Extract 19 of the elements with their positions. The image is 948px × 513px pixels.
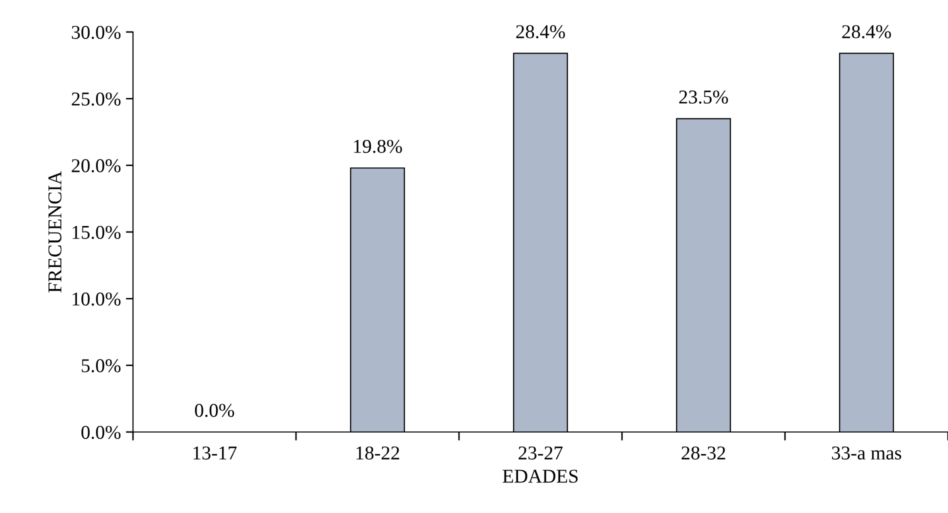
x-tick-label: 33-a mas xyxy=(832,446,902,460)
data-label: 19.8% xyxy=(354,140,402,154)
data-label: 28.4% xyxy=(842,25,891,38)
y-tick-label: 15.0% xyxy=(72,226,121,240)
data-label: 28.4% xyxy=(516,25,565,38)
data-label: 0.0% xyxy=(194,404,234,418)
y-tick-label: 20.0% xyxy=(72,159,121,172)
y-tick-label: 5.0% xyxy=(82,359,121,372)
x-axis-title: EDADES xyxy=(502,470,578,483)
data-label: 23.5% xyxy=(679,90,728,104)
x-tick-label: 23-27 xyxy=(518,446,563,460)
y-tick-label: 30.0% xyxy=(72,26,121,40)
x-tick-label: 18-22 xyxy=(356,446,400,460)
x-tick-label: 28-32 xyxy=(682,446,726,460)
x-tick-label: 13-17 xyxy=(194,446,237,460)
y-tick-label: 25.0% xyxy=(72,92,121,106)
y-tick-label: 0.0% xyxy=(81,426,121,440)
y-tick-label: 10.0% xyxy=(72,292,121,306)
y-axis-title: FRECUENCIA xyxy=(48,171,62,292)
